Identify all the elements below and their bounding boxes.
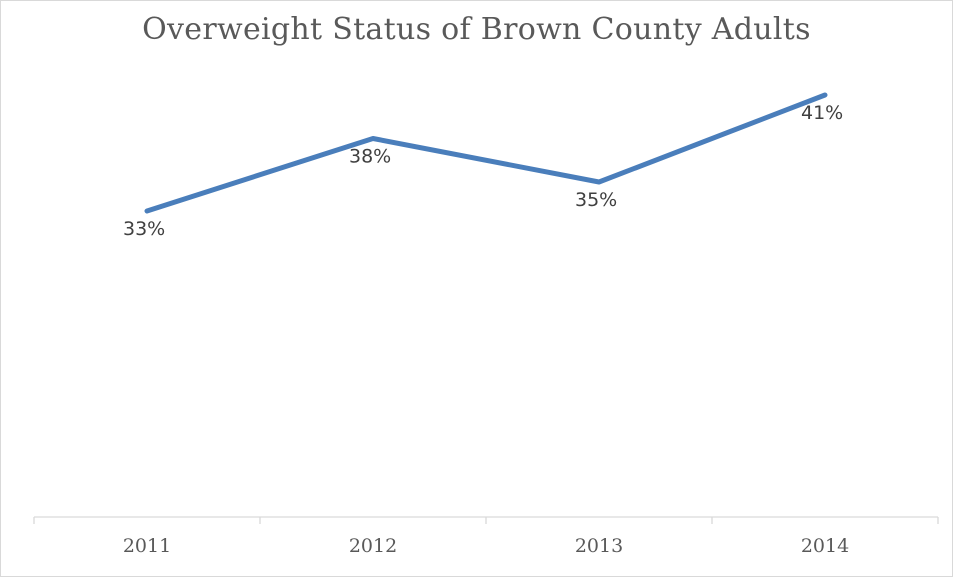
data-label-2011: 33% — [123, 218, 165, 240]
data-label-2012: 38% — [349, 146, 391, 168]
x-tick-label-2014: 2014 — [801, 535, 849, 557]
x-tick-label-2011: 2011 — [123, 535, 171, 557]
chart-title: Overweight Status of Brown County Adults — [142, 12, 811, 47]
series-line — [144, 92, 828, 214]
x-tick-label-2013: 2013 — [575, 535, 623, 557]
data-label-2014: 41% — [801, 102, 843, 124]
data-label-2013: 35% — [575, 189, 617, 211]
x-tick-label-2012: 2012 — [349, 535, 397, 557]
